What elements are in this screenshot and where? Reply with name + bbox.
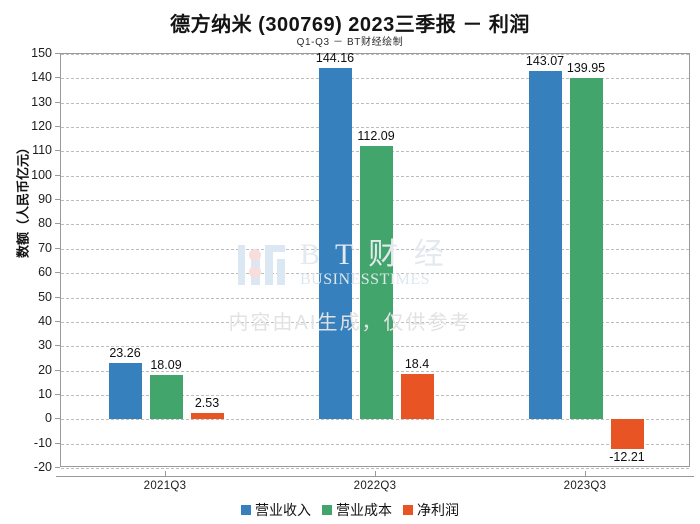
legend-swatch-icon: [403, 505, 413, 515]
y-tick-mark: [55, 126, 60, 128]
bar-value-label: -12.21: [609, 450, 645, 465]
x-tick-mark: [165, 471, 166, 476]
bar-value-label: 23.26: [109, 345, 141, 360]
x-tick-label: 2022Q3: [353, 480, 397, 492]
y-tick-mark: [55, 247, 60, 249]
y-tick-mark: [55, 467, 60, 468]
y-tick-mark: [55, 101, 60, 103]
plot-area: 23.26 18.09 2.53 144.16 112.09 18.4 143.07 139.…: [60, 51, 690, 469]
y-tick-label: 40: [38, 313, 52, 328]
legend-item[interactable]: 净利润: [403, 500, 459, 520]
x-tick-mark: [585, 471, 586, 476]
x-tick-mark: [375, 471, 376, 476]
gridline: [61, 419, 689, 421]
y-tick-mark: [55, 442, 60, 444]
bar: [190, 413, 224, 420]
y-tick-label: 90: [38, 192, 52, 207]
bar: [569, 78, 603, 420]
y-tick-label: 120: [31, 119, 52, 134]
y-tick-mark: [55, 150, 60, 152]
bar: [610, 419, 644, 450]
bar-value-label: 144.16: [315, 51, 355, 66]
x-tick-label: 2021Q3: [143, 480, 187, 492]
bar-value-label: 143.07: [525, 53, 565, 68]
y-tick-label: 140: [31, 70, 52, 85]
bar-value-label: 112.09: [357, 129, 395, 144]
bar: [318, 68, 352, 420]
y-tick-label: 50: [38, 289, 52, 304]
y-tick-label: 100: [31, 167, 52, 182]
y-tick-label: 0: [45, 411, 52, 426]
y-tick-mark: [55, 296, 60, 298]
x-axis-line: [56, 476, 694, 477]
gridline: [61, 78, 689, 80]
legend-item[interactable]: 营业成本: [322, 500, 392, 520]
bar: [400, 374, 434, 420]
y-tick-label: 110: [32, 143, 52, 158]
y-tick-mark: [55, 345, 60, 347]
legend-label: 营业成本: [336, 502, 392, 518]
y-tick-mark: [55, 77, 60, 79]
legend-swatch-icon: [322, 505, 332, 515]
legend-item[interactable]: 营业收入: [241, 500, 311, 520]
gridline: [61, 443, 689, 445]
y-tick-label: -20: [33, 460, 52, 474]
bar-value-label: 139.95: [566, 61, 606, 76]
y-tick-mark: [55, 369, 60, 371]
chart-subtitle: Q1-Q3 － BT财经绘制: [296, 37, 404, 48]
y-tick-label: 20: [38, 362, 52, 377]
legend-label: 净利润: [417, 502, 459, 518]
bar: [108, 362, 142, 420]
y-tick-mark: [55, 53, 60, 54]
gridline: [61, 54, 689, 55]
legend: 营业收入 营业成本 净利润: [0, 500, 700, 520]
gridline: [61, 468, 689, 469]
y-tick-label: 70: [38, 240, 52, 255]
y-tick-label: -10: [33, 435, 52, 450]
y-tick-mark: [55, 418, 60, 420]
y-tick-label: 30: [38, 338, 52, 353]
bar: [528, 70, 562, 420]
y-tick-label: 130: [31, 94, 52, 109]
legend-swatch-icon: [241, 505, 251, 515]
bar: [149, 375, 183, 420]
bar: [359, 146, 393, 420]
bar-value-label: 2.53: [194, 396, 220, 411]
y-tick-label: 150: [31, 46, 52, 60]
y-tick-mark: [55, 393, 60, 395]
gridline: [61, 127, 689, 129]
y-tick-mark: [55, 174, 60, 176]
bar-value-label: 18.09: [150, 358, 182, 373]
chart-title: 德方纳米 (300769) 2023三季报 － 利润: [170, 14, 530, 36]
y-tick-mark: [55, 272, 60, 274]
y-tick-mark: [55, 223, 60, 225]
legend-label: 营业收入: [255, 502, 311, 518]
bar-value-label: 18.4: [404, 357, 430, 372]
y-tick-label: 60: [38, 265, 52, 280]
x-tick-label: 2023Q3: [563, 480, 607, 492]
y-tick-mark: [55, 320, 60, 322]
gridline: [61, 102, 689, 104]
y-tick-mark: [55, 199, 60, 201]
y-tick-label: 10: [38, 386, 52, 401]
y-tick-label: 80: [38, 216, 52, 231]
